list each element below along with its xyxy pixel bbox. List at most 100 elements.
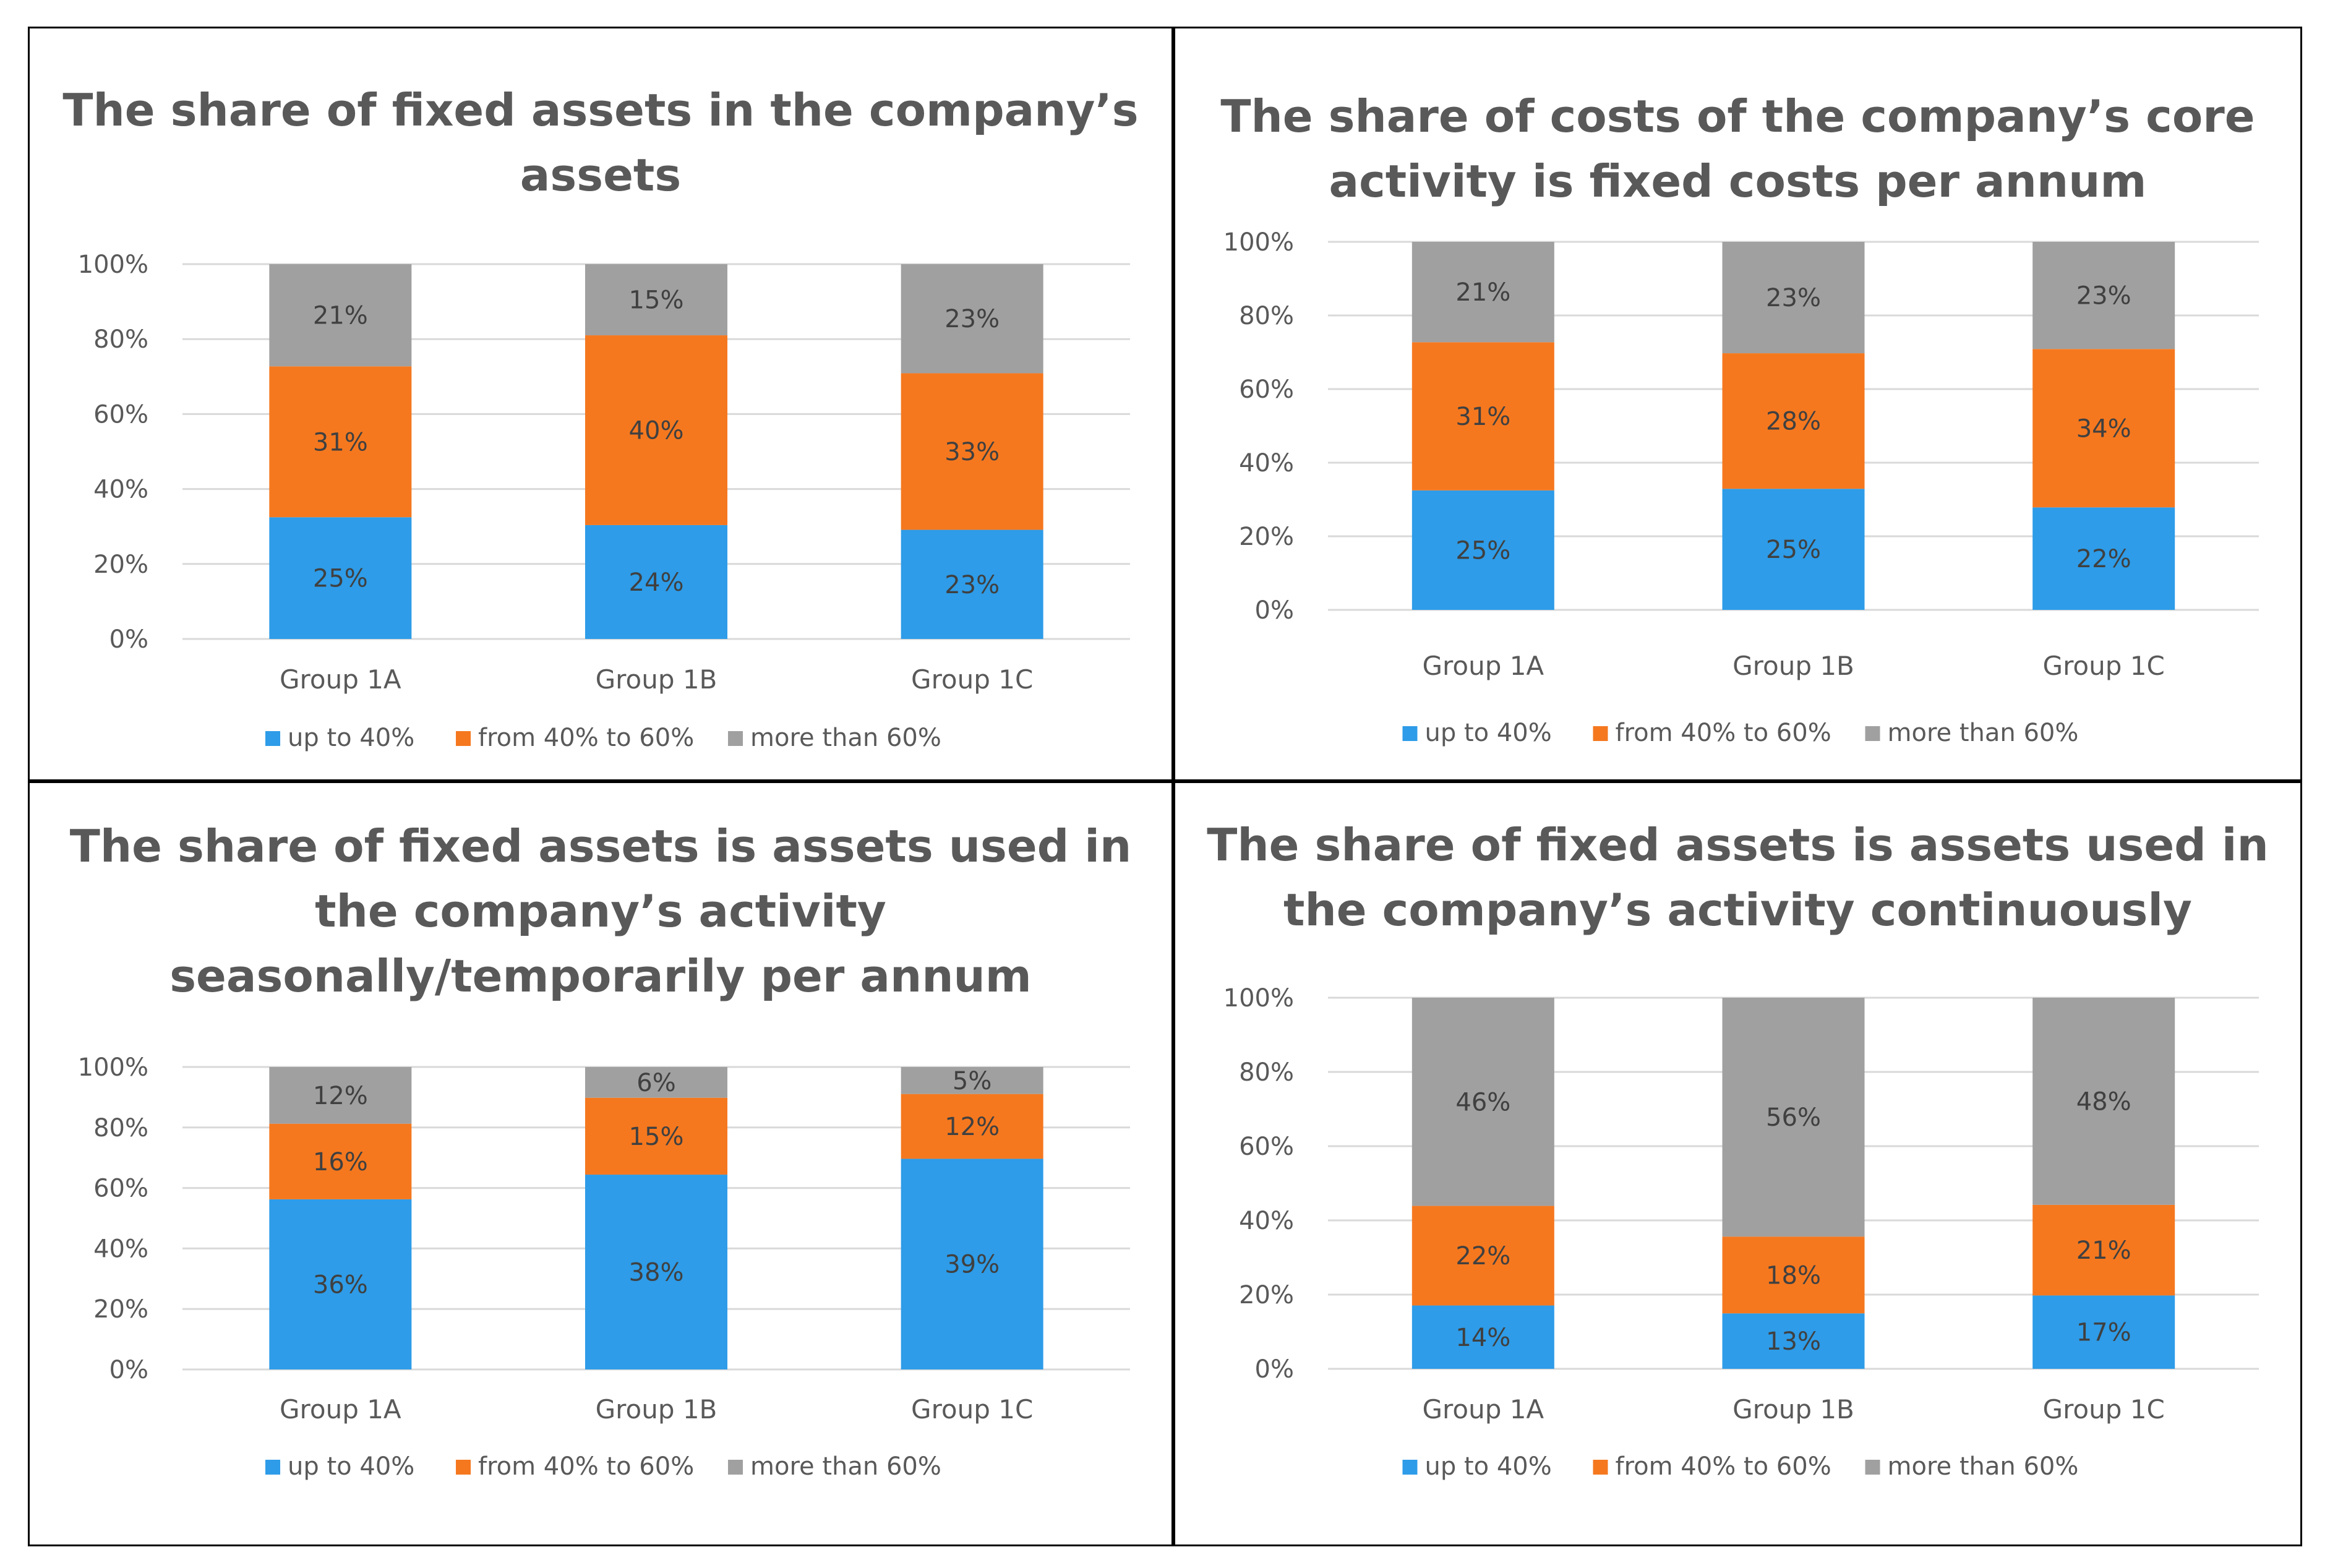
data-label: 23% (2076, 282, 2131, 311)
legend-swatch (1593, 726, 1608, 741)
bar-segment (1411, 1305, 1554, 1369)
data-label: 23% (944, 305, 1000, 333)
y-tick-label: 0% (1255, 596, 1294, 625)
chart-title-line: seasonally/temporarily per annum (169, 950, 1032, 1002)
bar-segment (269, 1067, 412, 1124)
data-label: 48% (2076, 1087, 2131, 1116)
legend-swatch (1402, 726, 1418, 741)
y-tick-label: 20% (93, 1295, 148, 1324)
category-label: Group 1C (2043, 651, 2165, 681)
chart-panel-continuous-assets-share: The share of fixed assets is assets used… (1173, 781, 2302, 1546)
chart-border (28, 27, 1173, 781)
data-label: 21% (2076, 1236, 2131, 1265)
chart-0: The share of fixed assets in the company… (28, 27, 1173, 781)
bar-segment (901, 529, 1043, 639)
data-label: 24% (629, 568, 684, 597)
bar-segment (585, 525, 727, 639)
data-label: 23% (944, 571, 1000, 599)
data-label: 21% (313, 302, 368, 330)
data-label: 56% (1766, 1103, 1821, 1132)
data-label: 13% (1766, 1327, 1821, 1356)
chart-panel-fixed-costs-share: The share of costs of the company’s core… (1173, 27, 2302, 781)
legend-swatch (1865, 726, 1880, 741)
legend-label: from 40% to 60% (478, 1452, 694, 1481)
data-label: 16% (313, 1148, 368, 1176)
y-tick-label: 60% (1239, 375, 1294, 404)
chart-3: The share of fixed assets is assets used… (1173, 781, 2302, 1546)
data-label: 12% (944, 1113, 1000, 1141)
data-label: 33% (944, 438, 1000, 466)
data-label: 25% (1766, 536, 1821, 564)
data-label: 25% (1455, 536, 1510, 565)
bar-segment (1722, 1313, 1865, 1369)
y-tick-label: 60% (1239, 1133, 1294, 1161)
bar-segment (901, 1094, 1043, 1159)
bar-segment (901, 1159, 1043, 1369)
legend-label: more than 60% (750, 724, 941, 752)
y-tick-label: 20% (93, 551, 148, 579)
data-label: 46% (1455, 1088, 1510, 1116)
bar-segment (1411, 998, 1554, 1206)
data-label: 21% (1455, 278, 1510, 307)
bar-segment (901, 264, 1043, 374)
legend-label: up to 40% (1425, 719, 1552, 747)
chart-title-line: the company’s activity (315, 885, 886, 937)
legend-swatch (1593, 1460, 1608, 1475)
y-tick-label: 80% (1239, 1058, 1294, 1087)
bar-segment (2032, 1295, 2175, 1369)
bar-segment (2032, 998, 2175, 1205)
y-tick-label: 80% (93, 325, 148, 354)
data-label: 40% (629, 416, 684, 445)
chart-title-line: The share of costs of the company’s core (1220, 90, 2255, 142)
legend-swatch (456, 731, 471, 746)
chart-title-line: the company’s activity continuously (1283, 884, 2192, 936)
bar-segment (585, 335, 727, 525)
y-tick-label: 80% (1239, 302, 1294, 330)
chart-title-line: The share of fixed assets is assets used… (70, 820, 1132, 872)
category-label: Group 1A (1422, 651, 1544, 681)
chart-panel-seasonal-assets-share: The share of fixed assets is assets used… (28, 781, 1173, 1546)
legend-label: more than 60% (1888, 1452, 2079, 1481)
y-tick-label: 100% (78, 251, 148, 279)
bar-segment (901, 373, 1043, 530)
y-tick-label: 100% (78, 1053, 148, 1082)
y-tick-label: 20% (1239, 1281, 1294, 1309)
y-tick-label: 40% (1239, 449, 1294, 478)
legend-label: up to 40% (1425, 1452, 1552, 1481)
bar-segment (1411, 1206, 1554, 1306)
legend-swatch (1402, 1460, 1418, 1475)
data-label: 38% (629, 1259, 684, 1287)
y-tick-label: 0% (1255, 1355, 1294, 1384)
data-label: 22% (1455, 1242, 1510, 1270)
y-tick-label: 0% (109, 625, 148, 654)
data-label: 36% (313, 1270, 368, 1299)
bar-segment (2032, 1204, 2175, 1296)
legend-swatch (456, 1460, 471, 1475)
data-label: 34% (2076, 414, 2131, 443)
category-label: Group 1B (596, 664, 717, 695)
y-tick-label: 80% (93, 1114, 148, 1142)
y-tick-label: 60% (93, 400, 148, 429)
bar-segment (585, 264, 727, 336)
data-label: 6% (636, 1069, 675, 1097)
y-tick-label: 0% (109, 1356, 148, 1384)
category-label: Group 1A (280, 664, 401, 695)
bar-segment (269, 366, 412, 518)
legend-swatch (265, 1460, 280, 1475)
bar-segment (1411, 490, 1554, 610)
chart-title-line: assets (520, 149, 681, 201)
category-label: Group 1A (1422, 1394, 1544, 1424)
legend-label: more than 60% (1888, 719, 2079, 747)
data-label: 12% (313, 1082, 368, 1110)
legend-swatch (728, 1460, 743, 1475)
category-label: Group 1B (1733, 651, 1854, 681)
chart-title-line: The share of fixed assets in the company… (62, 84, 1138, 136)
data-label: 23% (1766, 284, 1821, 312)
data-label: 18% (1766, 1261, 1821, 1290)
bar-segment (2032, 507, 2175, 610)
chart-2: The share of fixed assets is assets used… (28, 781, 1173, 1546)
chart-border (1173, 781, 2302, 1546)
legend-label: more than 60% (750, 1452, 941, 1481)
data-label: 5% (953, 1067, 992, 1095)
chart-title-line: The share of fixed assets is assets used… (1207, 819, 2269, 871)
